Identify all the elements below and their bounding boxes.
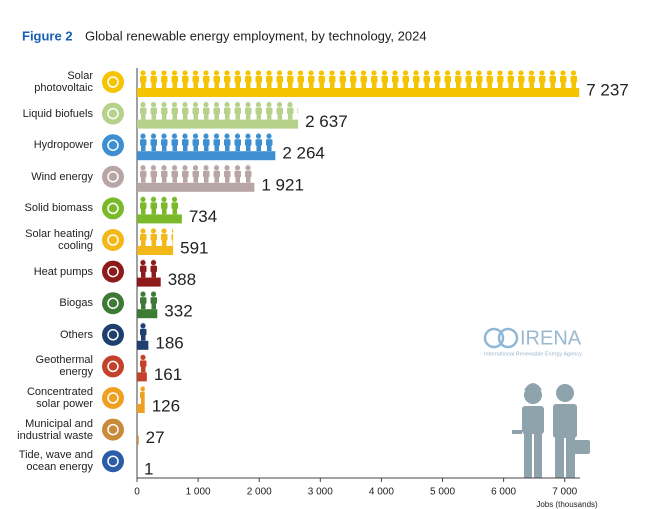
bar [137, 88, 580, 97]
people-icons [137, 70, 580, 88]
category-icon-glyph [107, 329, 119, 341]
category-icon-glyph [107, 297, 119, 309]
logo-name: IRENA [520, 327, 582, 349]
category-icon [102, 71, 124, 93]
y-tick-label: Heat pumps [33, 265, 93, 278]
y-tick-label: Hydropower [33, 139, 93, 152]
y-tick-label: Municipal and industrial waste [17, 417, 93, 442]
y-tick-label: Solar heating/ cooling [25, 228, 93, 252]
x-axis-label: Jobs (thousands) [536, 500, 598, 509]
logo-ring [483, 327, 505, 349]
value-label: 388 [168, 270, 196, 289]
value-label: 161 [154, 365, 182, 384]
logo: IRENA International Renewable Energy Age… [483, 327, 582, 357]
bar [137, 214, 182, 224]
x-tick-label: 3 000 [308, 487, 333, 498]
category-icon-glyph [107, 107, 119, 120]
bar [137, 246, 174, 255]
people-icons [137, 196, 182, 215]
y-tick-label: Solar photovoltaic [34, 70, 93, 94]
people-icons [137, 164, 255, 183]
category-icon-glyph [107, 360, 119, 373]
category-icon [102, 355, 124, 378]
category-icon-glyph [107, 139, 119, 151]
category-icon-glyph [107, 423, 119, 436]
bar [137, 404, 145, 413]
x-tick-label: 5 000 [430, 487, 455, 498]
value-label: 7 237 [586, 80, 629, 99]
people-icons [137, 259, 161, 278]
category-icon [102, 102, 124, 125]
category-icon [102, 450, 124, 473]
category-icon [102, 292, 124, 315]
people-icons [137, 133, 276, 152]
category-icon [102, 134, 124, 157]
y-tick-label: Wind energy [31, 170, 93, 183]
bar [137, 435, 139, 445]
category-icon-glyph [107, 234, 119, 246]
bar [137, 277, 161, 287]
y-tick-label: Geothermal energy [35, 354, 93, 379]
people-icons [137, 101, 299, 120]
category-icon-glyph [107, 455, 119, 467]
y-tick-label: Tide, wave and ocean energy [18, 449, 93, 474]
category-icon [102, 260, 124, 283]
bar [137, 340, 149, 350]
y-tick-label: Concentrated solar power [26, 386, 93, 410]
category-icon [102, 387, 124, 409]
category-icon [102, 197, 124, 220]
category-icon [102, 323, 124, 346]
value-label: 1 [144, 460, 153, 479]
value-label: 126 [152, 396, 180, 415]
people-icons [137, 386, 145, 404]
figure-label: Figure 2 [22, 28, 73, 43]
value-label: 332 [164, 302, 192, 321]
chart-title: Global renewable energy employment, by t… [85, 28, 427, 43]
x-tick-label: 6 000 [491, 487, 516, 498]
people-icons [137, 417, 139, 436]
bar [137, 309, 158, 319]
y-tick-label: Liquid biofuels [22, 107, 93, 120]
people-icons [137, 322, 149, 341]
y-tick-label: Others [59, 328, 93, 341]
value-label: 186 [155, 333, 183, 352]
logo-tagline: International Renewable Energy Agency [484, 351, 582, 357]
value-label: 27 [146, 428, 165, 447]
x-tick-label: 4 000 [369, 487, 394, 498]
x-tick-label: 2 000 [247, 487, 272, 498]
people-icons [137, 354, 147, 373]
value-label: 734 [189, 207, 217, 226]
value-label: 1 921 [261, 175, 304, 194]
people-icons [137, 291, 158, 310]
x-tick-label: 7 000 [552, 487, 577, 498]
y-tick-label: Solid biomass [24, 202, 93, 215]
category-icon-glyph [107, 202, 119, 215]
bar [137, 372, 147, 382]
logo-ring [497, 327, 519, 349]
x-tick-label: 1 000 [186, 487, 211, 498]
value-label: 2 264 [282, 144, 325, 163]
category-icon-glyph [107, 76, 119, 88]
bar [137, 151, 276, 161]
category-icon [102, 418, 124, 441]
category-icon [102, 229, 124, 251]
bar [137, 182, 255, 192]
category-icon-glyph [107, 265, 119, 278]
value-label: 2 637 [305, 112, 348, 131]
bar [137, 119, 299, 129]
x-tick-label: 0 [134, 487, 140, 498]
people-icons [137, 228, 174, 246]
y-tick-label: Biogas [59, 297, 93, 310]
workers-illustration [512, 383, 590, 478]
category-icon-glyph [107, 392, 119, 404]
value-label: 591 [180, 238, 208, 257]
category-icon-glyph [107, 171, 119, 183]
category-icon [102, 165, 124, 188]
